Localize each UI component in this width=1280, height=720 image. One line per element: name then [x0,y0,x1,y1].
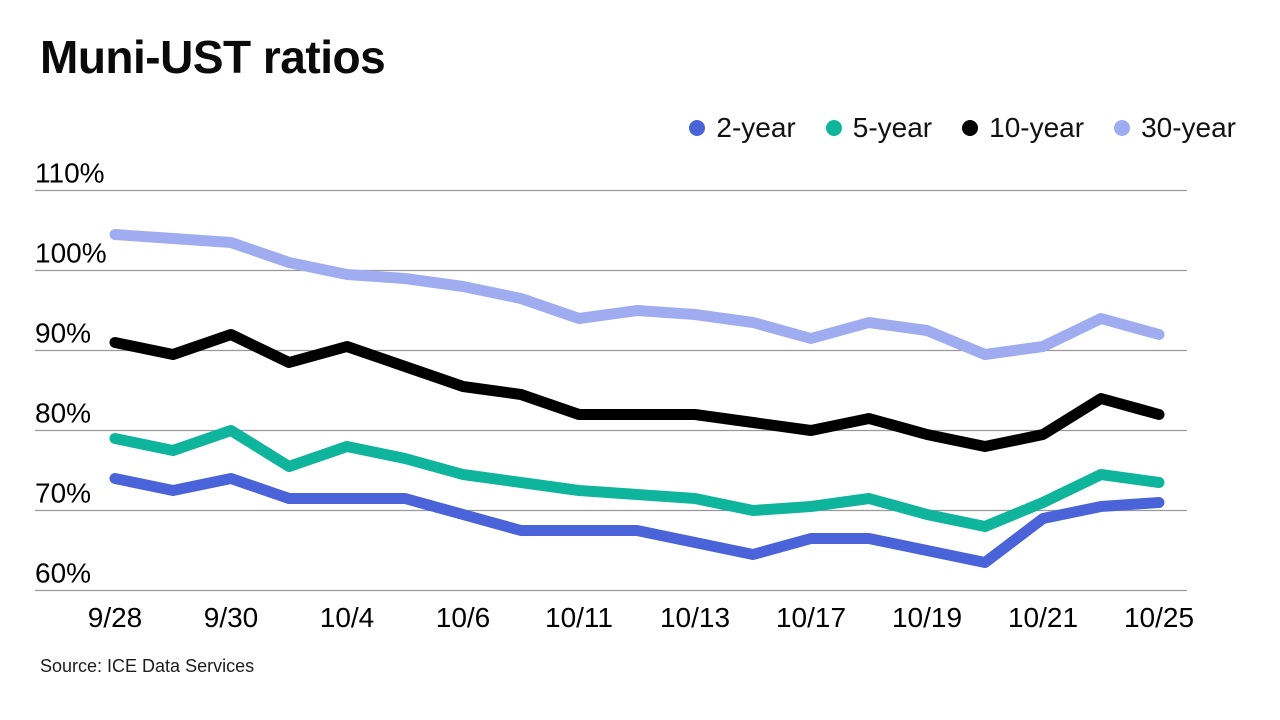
x-tick-label: 10/25 [1124,602,1194,633]
legend-item-2-year: 2-year [689,112,796,144]
x-tick-label: 10/19 [892,602,962,633]
source-note: Source: ICE Data Services [40,656,255,676]
series-line-2-year [109,473,1165,568]
x-tick-label: 9/28 [88,602,143,633]
x-axis-tick-labels: 9/28 9/30 10/4 10/6 10/11 10/13 10/17 10/19 10/2… [88,602,1194,633]
legend-dot-icon-5-year [825,120,842,136]
legend-item-30-year: 30-year [1114,112,1236,144]
legend-item-5-year: 5-year [825,112,933,144]
legend-dot-icon-2-year [689,120,706,136]
y-tick-label: 90% [35,318,91,349]
legend-item-10-year: 10-year [962,112,1084,144]
x-tick-label: 10/13 [660,602,730,633]
y-tick-label: 110% [35,158,105,189]
y-tick-label: 60% [35,558,91,589]
x-tick-label: 9/30 [204,602,259,633]
y-tick-label: 100% [35,238,107,269]
legend: 2-year 5-year 10-year 30-year [689,112,1236,144]
x-tick-label: 10/4 [320,602,375,633]
y-tick-label: 80% [35,398,91,429]
chart-title: Muni-UST ratios [40,31,386,83]
legend-label-30-year: 30-year [1141,112,1236,143]
x-tick-label: 10/17 [776,602,846,633]
series-line-10-year [109,329,1165,452]
x-tick-label: 10/21 [1008,602,1078,633]
legend-dot-icon-10-year [962,120,979,136]
series-line-30-year [109,229,1165,360]
legend-label-2-year: 2-year [716,112,796,143]
y-axis-tick-labels: 110% 100% 90% 80% 70% 60% [35,158,107,589]
legend-label-5-year: 5-year [852,112,933,143]
legend-dot-icon-30-year [1114,120,1131,136]
legend-label-10-year: 10-year [989,112,1085,143]
y-tick-label: 70% [35,478,91,509]
x-tick-label: 10/11 [545,602,613,633]
x-tick-label: 10/6 [436,602,491,633]
series-line-5-year [109,425,1165,532]
